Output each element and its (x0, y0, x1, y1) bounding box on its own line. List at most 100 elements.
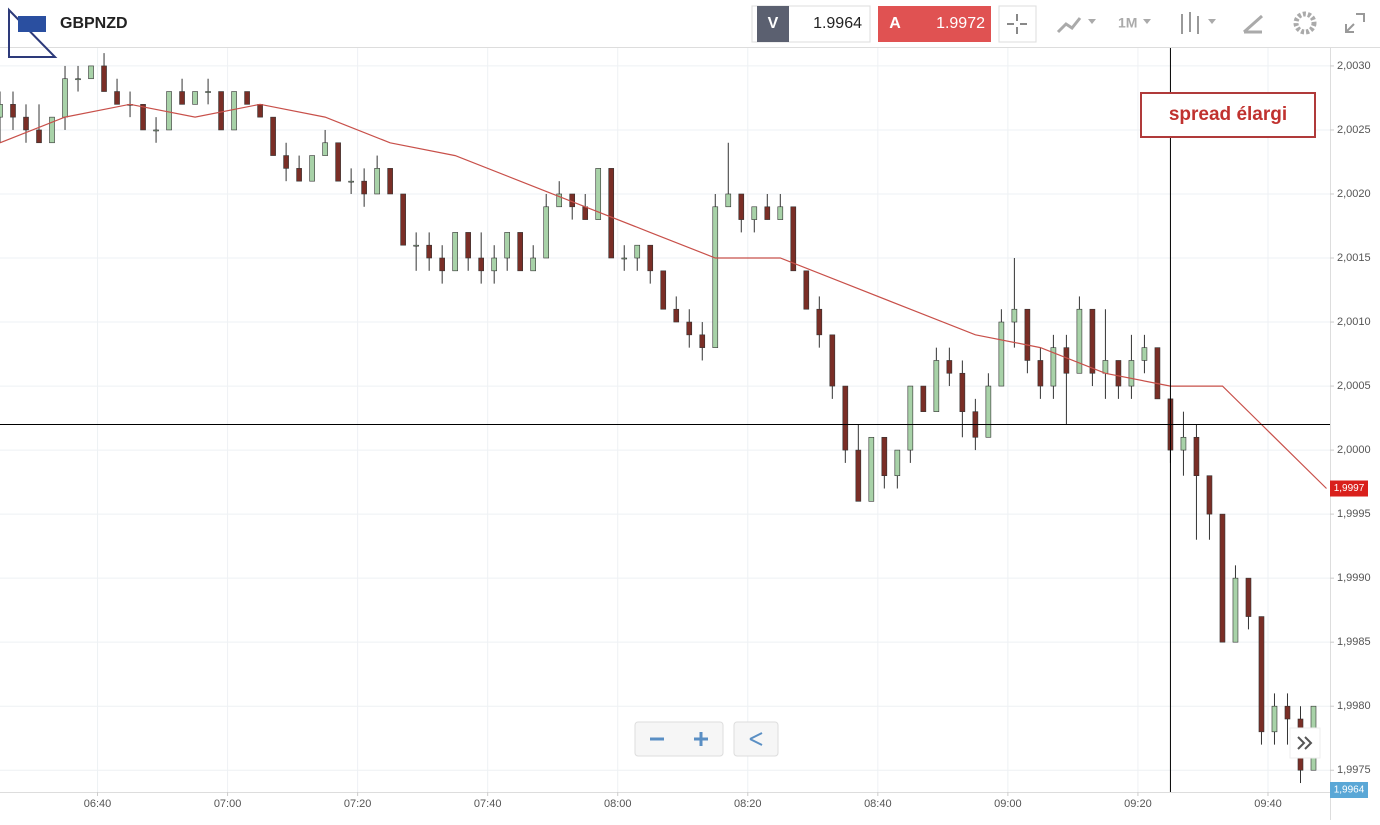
candle-body (413, 244, 419, 247)
candle-body (309, 155, 315, 182)
candle-body (621, 257, 628, 260)
candle-body (907, 385, 914, 451)
candle-body (1284, 705, 1291, 720)
bid-price: 1.9964 (813, 15, 862, 32)
candle-body (738, 193, 745, 220)
candle-body (985, 385, 992, 438)
draw-icon[interactable] (1243, 14, 1263, 34)
x-tick-label: 08:40 (864, 798, 892, 810)
ask-box[interactable] (878, 6, 991, 42)
candle-body (361, 180, 367, 195)
scroll-icon (1297, 736, 1313, 750)
candle-body (322, 142, 328, 156)
candle-body (1037, 360, 1044, 387)
candle-body (166, 91, 172, 131)
ma-price-tag-bg (1330, 480, 1368, 497)
x-tick-label: 07:20 (344, 798, 372, 810)
candle-body (946, 360, 953, 374)
candle-body (192, 91, 198, 105)
x-tick-label: 07:00 (214, 798, 242, 810)
candle-body (842, 385, 849, 451)
y-tick-label: 1,9995 (1337, 508, 1371, 520)
x-tick-label: 08:00 (604, 798, 632, 810)
candle-body (1180, 436, 1187, 451)
candle-body (387, 168, 393, 195)
x-tick-label: 09:00 (994, 798, 1022, 810)
moving-average (0, 103, 1327, 489)
candle-body (426, 244, 432, 259)
candle-body (803, 270, 810, 310)
candle-body (582, 206, 589, 220)
candle-body (1024, 308, 1031, 361)
x-tick-label: 09:20 (1124, 798, 1152, 810)
candle-body (764, 206, 771, 220)
timeframe[interactable]: 1M (1118, 15, 1137, 31)
candle-body (647, 244, 654, 272)
candle-body (140, 104, 146, 131)
header-bar (0, 0, 1380, 47)
candle-body (1193, 436, 1200, 477)
x-tick-label: 08:20 (734, 798, 762, 810)
candle-body (959, 372, 966, 412)
annotation-box (1140, 92, 1316, 138)
candle-body (933, 360, 940, 412)
share-button[interactable] (733, 721, 779, 757)
y-tick-label: 1,9975 (1337, 764, 1371, 776)
dropdown-arrow (1088, 19, 1096, 24)
candle-body (1232, 577, 1239, 643)
candle-body (439, 257, 445, 272)
crosshair-icon (1007, 14, 1027, 34)
plot (0, 53, 1327, 784)
candle-body (894, 449, 901, 477)
candle-body (1271, 705, 1278, 733)
candle-body (699, 334, 706, 348)
candle-body (10, 104, 16, 118)
candle-body (101, 65, 107, 92)
x-tick-label: 07:40 (474, 798, 502, 810)
chart-type-icon[interactable] (1056, 17, 1082, 34)
candle-body (673, 308, 680, 323)
candle-body (465, 232, 471, 259)
crosshair-button[interactable] (998, 5, 1037, 43)
candles-icon[interactable] (1181, 12, 1199, 34)
y-tick-label: 2,0005 (1337, 380, 1371, 392)
y-tick-label: 2,0015 (1337, 252, 1371, 264)
candle-body (998, 321, 1005, 387)
bid-tag (757, 6, 789, 42)
settings-icon[interactable] (1293, 11, 1317, 35)
zoom-in[interactable] (694, 732, 708, 746)
share-icon (749, 732, 763, 746)
candle-body (400, 193, 406, 246)
flag (18, 16, 46, 32)
fullscreen-icon[interactable] (1345, 13, 1365, 33)
candle-body (816, 308, 823, 336)
candle-body (257, 104, 263, 118)
candle-body (179, 91, 185, 105)
candle-body (1063, 347, 1070, 374)
candle-body (36, 129, 42, 144)
candle-body (218, 91, 224, 131)
candle-body (517, 232, 523, 272)
last-price-tag-bg (1330, 782, 1368, 798)
candle-body (1128, 360, 1135, 387)
candle-body (725, 193, 732, 208)
candle-body (530, 257, 537, 272)
candle-body (751, 206, 758, 220)
candle-body (1050, 347, 1057, 387)
candle-body (608, 168, 615, 259)
candle-body (62, 78, 68, 118)
candle-body (712, 206, 719, 348)
candle-body (452, 232, 458, 272)
y-tick-label: 1,9985 (1337, 636, 1371, 648)
candle-body (1258, 616, 1265, 733)
bid-letter: V (768, 15, 779, 32)
candle-body (1076, 308, 1083, 374)
y-tick-label: 2,0020 (1337, 188, 1371, 200)
candle-body (686, 321, 693, 336)
candle-body (855, 449, 862, 502)
dropdown-arrow (1208, 19, 1216, 24)
y-tick-label: 2,0025 (1337, 124, 1371, 136)
ask-letter: A (889, 15, 901, 32)
